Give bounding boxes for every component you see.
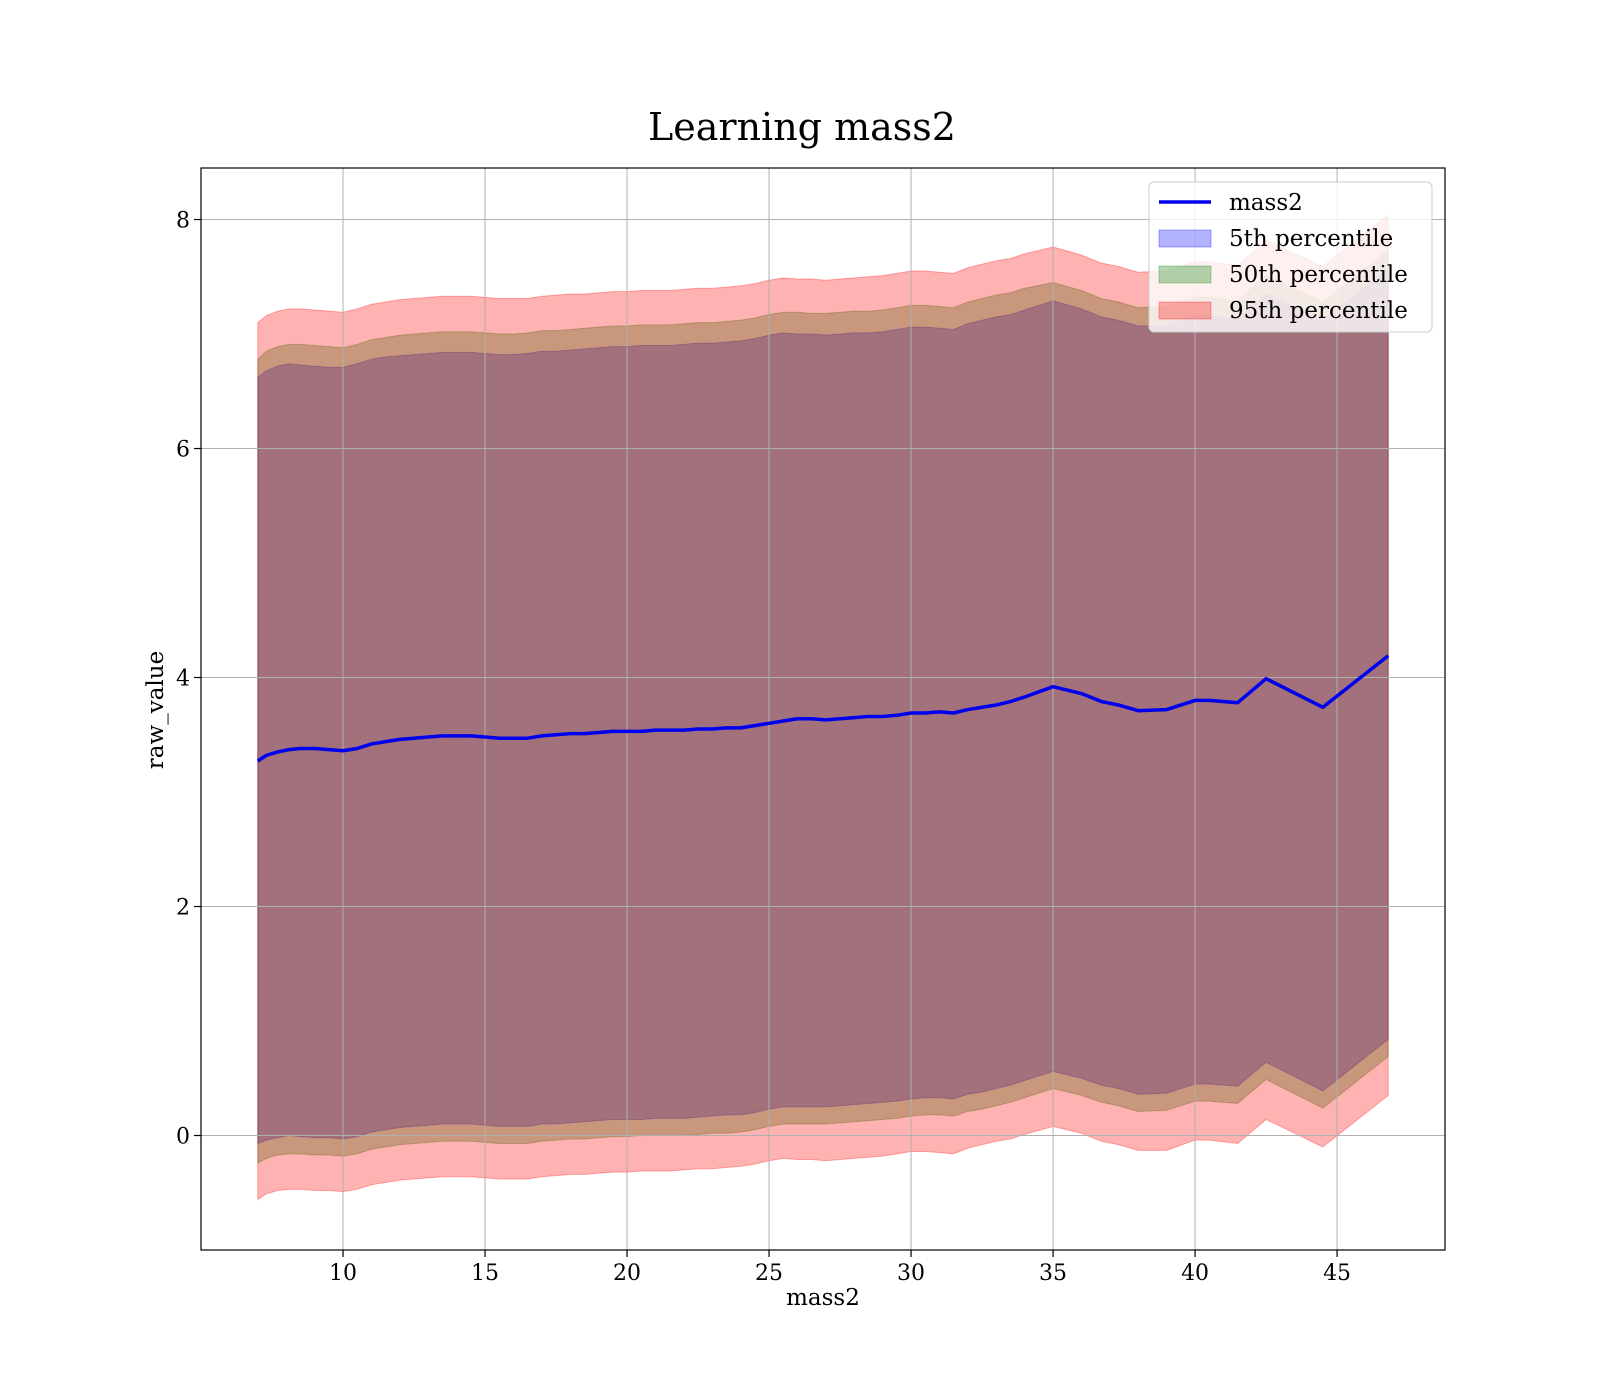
legend-swatch-1	[1158, 229, 1212, 248]
x-tick-label-7: 45	[1323, 1261, 1351, 1286]
legend-label-3: 95th percentile	[1229, 298, 1408, 324]
y-tick-label-3: 6	[176, 438, 190, 463]
legend-swatch-3	[1158, 301, 1212, 320]
x-tick-label-3: 25	[755, 1261, 783, 1286]
y-tick-label-1: 2	[176, 896, 190, 921]
percentile-bands	[257, 213, 1389, 1201]
x-tick-label-0: 10	[329, 1261, 357, 1286]
x-tick-label-6: 40	[1181, 1261, 1209, 1286]
x-tick-label-5: 35	[1039, 1261, 1067, 1286]
series-line-0	[256, 654, 1390, 763]
chart-title: Learning mass2	[648, 105, 956, 149]
x-axis-ticks: 10 15 20 25 30 35 40 45	[329, 1250, 1351, 1286]
y-tick-label-2: 4	[176, 667, 190, 692]
band-2	[257, 213, 1389, 1201]
legend: mass2 5th percentile 50th percentile 95th p…	[1148, 181, 1433, 333]
x-tick-label-2: 20	[613, 1261, 641, 1286]
plot-frame	[200, 167, 1446, 1251]
x-tick-label-1: 15	[471, 1261, 499, 1286]
legend-label-2: 50th percentile	[1229, 262, 1408, 288]
series-lines	[256, 654, 1390, 763]
legend-label-1: 5th percentile	[1229, 226, 1393, 252]
y-axis-ticks: 0 2 4 6 8	[176, 209, 201, 1150]
y-axis-label: raw_value	[143, 651, 169, 769]
x-axis-label: mass2	[786, 1285, 860, 1311]
y-tick-label-4: 8	[176, 209, 190, 234]
legend-box	[1148, 181, 1433, 333]
band-0	[257, 267, 1389, 1145]
legend-swatch-2	[1158, 265, 1212, 284]
legend-label-0: mass2	[1229, 190, 1303, 216]
x-tick-label-4: 30	[897, 1261, 925, 1286]
y-tick-label-0: 0	[176, 1125, 190, 1150]
plot-area	[201, 168, 1445, 1250]
grid-lines	[201, 168, 1445, 1250]
band-1	[257, 249, 1389, 1164]
